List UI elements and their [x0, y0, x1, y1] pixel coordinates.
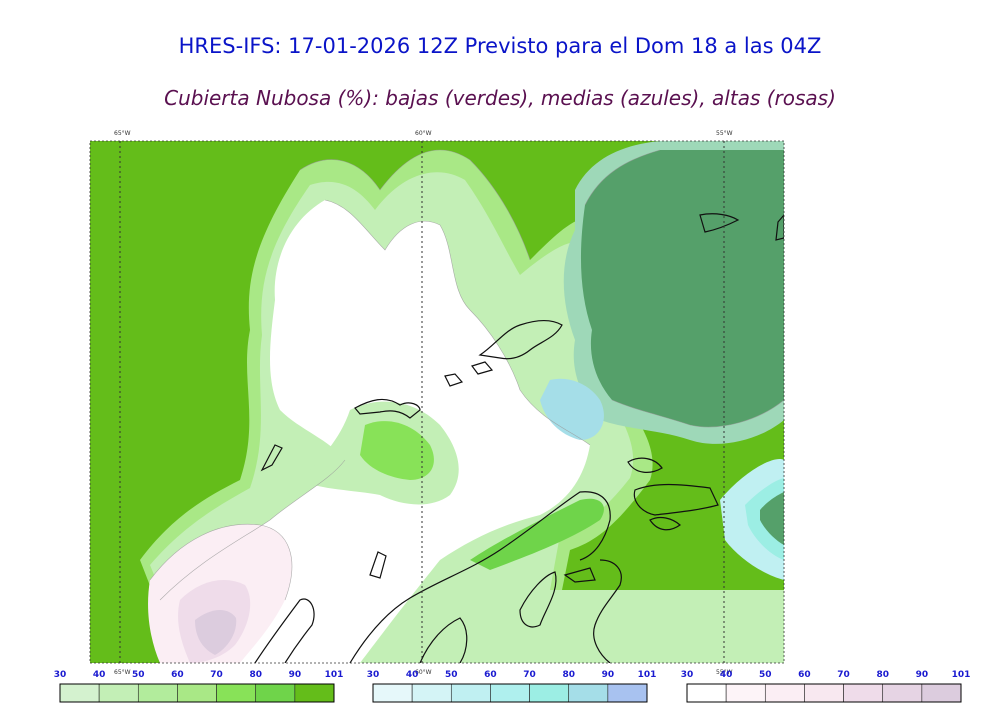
colorbar-medias-tick: 30 [367, 670, 380, 680]
colorbar-altas-tick: 40 [720, 670, 733, 680]
colorbar-medias-tick: 101 [638, 670, 657, 680]
colorbar-altas-tick: 60 [798, 670, 811, 680]
longitude-label-60w: 60°W [415, 130, 432, 137]
colorbar-bajas-tick: 50 [132, 670, 145, 680]
colorbar-medias-tick: 80 [562, 670, 575, 680]
colorbar-bajas-tick: 60 [171, 670, 184, 680]
colorbar-bajas-swatch [216, 683, 257, 703]
colorbar-medias-tick: 60 [484, 670, 497, 680]
colorbar-bajas-tick: 30 [54, 670, 67, 680]
colorbar-bajas-swatch [98, 683, 139, 703]
colorbar-bajas-tick: 101 [325, 670, 344, 680]
colorbar-medias-swatch [411, 683, 452, 703]
longitude-label-55w: 55°W [716, 130, 733, 137]
colorbar-medias-swatch [529, 683, 570, 703]
longitude-label-bottom-60w: 60°W [415, 669, 432, 676]
colorbar-bajas-swatch [177, 683, 217, 703]
colorbar-bajas-tick: 70 [210, 670, 223, 680]
colorbar-medias-swatch [607, 683, 648, 703]
colorbar-altas-swatch [804, 683, 844, 703]
colorbar-altas-tick: 30 [681, 670, 694, 680]
colorbar-medias-outline [372, 683, 648, 703]
cloud-cover-field [90, 141, 784, 663]
colorbar-altas-tick: 101 [952, 670, 971, 680]
colorbar-group: 30 40 50 60 70 80 90 101 30 40 50 60 70 80 90 101 30 40 50… [54, 670, 971, 703]
colorbar-medias-tick: 50 [445, 670, 458, 680]
colorbar-medias-swatch [372, 683, 413, 703]
map-subtitle: Cubierta Nubosa (%): bajas (verdes), med… [164, 86, 836, 110]
colorbar-bajas-tick: 40 [93, 670, 106, 680]
colorbar-altas-outline [686, 683, 962, 703]
colorbar-altas-swatch [764, 683, 805, 703]
colorbar-altas-swatch [843, 683, 884, 703]
colorbar-medias-swatch [490, 683, 530, 703]
map-title: HRES-IFS: 17-01-2026 12Z Previsto para e… [178, 34, 822, 58]
colorbar-altas-swatch [882, 683, 923, 703]
colorbar-medias-tick: 40 [406, 670, 419, 680]
colorbar-bajas-swatch [255, 683, 296, 703]
colorbar-bajas-swatch [59, 683, 100, 703]
colorbar-medias-swatch [568, 683, 609, 703]
longitude-label-65w: 65°W [114, 130, 131, 137]
longitude-label-bottom-55w: 55°W [716, 669, 733, 676]
colorbar-altas-swatch [686, 683, 727, 703]
colorbar-altas-tick: 80 [876, 670, 889, 680]
colorbar-altas-swatch [725, 683, 766, 703]
colorbar-medias-tick: 90 [602, 670, 615, 680]
longitude-label-bottom-65w: 65°W [114, 669, 131, 676]
colorbar-bajas-tick: 80 [249, 670, 262, 680]
colorbar-altas-tick: 90 [916, 670, 929, 680]
colorbar-altas-tick: 70 [837, 670, 850, 680]
colorbar-bajas-swatch [294, 683, 335, 703]
colorbar-bajas-outline [59, 683, 335, 703]
colorbar-bajas-tick: 90 [289, 670, 302, 680]
colorbar-medias-tick: 70 [523, 670, 536, 680]
colorbar-altas-swatch [921, 683, 962, 703]
colorbar-altas-tick: 50 [759, 670, 772, 680]
colorbar-medias-swatch [450, 683, 491, 703]
colorbar-bajas-swatch [137, 683, 178, 703]
